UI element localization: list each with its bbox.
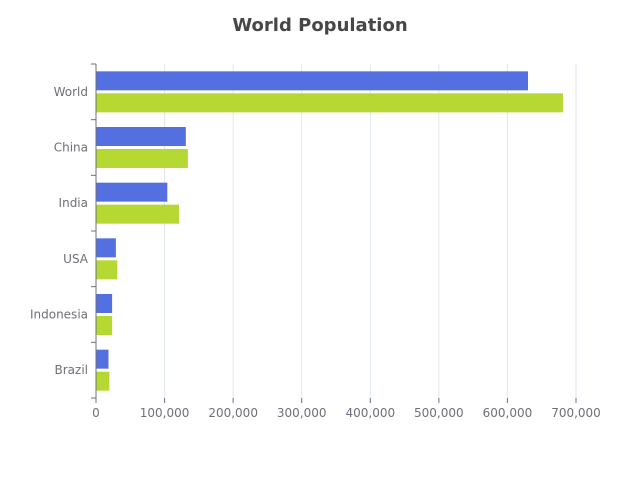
bar [96,238,116,258]
bar [96,371,110,391]
x-tick-label: 500,000 [414,406,464,420]
x-tick-label: 200,000 [208,406,258,420]
bar [96,349,109,369]
bar [96,127,186,146]
bar [96,149,188,168]
x-tick-label: 0 [92,406,100,420]
bar [96,260,118,280]
y-category-label: India [59,196,88,210]
bar [96,71,528,91]
y-category-label: China [54,141,88,155]
x-tick-label: 100,000 [140,406,190,420]
x-tick-label: 400,000 [345,406,395,420]
bar [96,294,113,313]
y-category-label: Brazil [55,363,89,377]
x-tick-label: 300,000 [277,406,327,420]
x-tick-label: 600,000 [483,406,533,420]
y-category-label: USA [63,252,89,266]
y-category-label: Indonesia [30,308,88,322]
bar [96,182,168,202]
bar [96,316,113,335]
x-tick-label: 700,000 [551,406,601,420]
bar [96,204,179,224]
chart-title: World Population [232,15,408,36]
bar [96,93,563,113]
y-category-label: World [54,85,88,99]
